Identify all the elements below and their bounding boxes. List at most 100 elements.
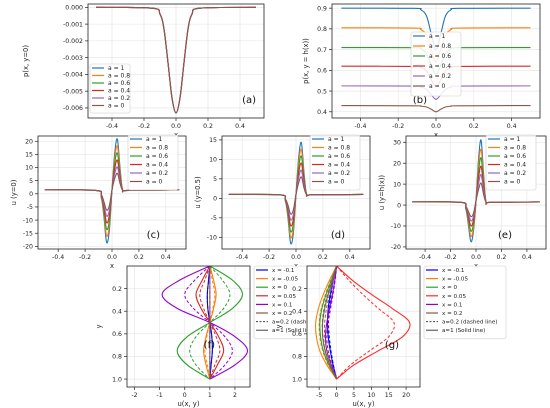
y-tick-label: 20 xyxy=(25,138,33,145)
x-tick-label: 0.0 xyxy=(431,123,441,130)
legend-label: a = 1 xyxy=(328,136,345,143)
legend-label: a = 0.6 xyxy=(146,153,168,160)
legend-label: a = 0.4 xyxy=(504,162,526,169)
x-tick-label: 20 xyxy=(402,392,410,399)
x-tick-label: 0.4 xyxy=(507,123,517,130)
y-tick-label: 0.4 xyxy=(317,109,327,116)
series-line xyxy=(228,176,364,215)
y-tick-label: -20 xyxy=(391,244,401,251)
y-tick-label: 0.6 xyxy=(292,331,302,338)
x-tick-label: 0.2 xyxy=(318,254,328,261)
series-line xyxy=(326,266,338,380)
legend-label: a = 0.2 xyxy=(328,170,350,177)
series-line xyxy=(44,172,180,211)
series-line xyxy=(321,266,338,380)
x-tick-label: 0.0 xyxy=(107,254,117,261)
x-tick-label: -0.4 xyxy=(354,123,366,130)
legend-label: a = 1 xyxy=(504,136,521,143)
legend-box xyxy=(485,134,537,191)
y-tick-label: 0.8 xyxy=(112,354,122,361)
y-tick-label: -0.005 xyxy=(63,88,83,95)
axes-frame xyxy=(126,265,251,388)
y-tick-label: 0.8 xyxy=(317,26,327,33)
legend-box xyxy=(423,265,507,340)
legend-label: x = 0.2 xyxy=(272,311,292,317)
x-tick-label: -1 xyxy=(157,392,163,399)
y-tick-label: 0.6 xyxy=(317,68,327,75)
legend-label: a = 1 xyxy=(429,33,446,40)
legend-box xyxy=(309,134,361,191)
legend-style-label: a=1 (Solid line) xyxy=(442,328,485,334)
legend-label: x = -0.05 xyxy=(272,277,298,283)
y-tick-label: 0.7 xyxy=(317,47,327,54)
series-group xyxy=(412,139,540,243)
y-tick-label: -15 xyxy=(23,230,33,237)
y-tick-label: 20 xyxy=(393,160,401,167)
legend-label: a = 0.2 xyxy=(429,73,451,80)
x-tick-label: 0.2 xyxy=(134,254,144,261)
x-tick-label: -0.2 xyxy=(263,254,275,261)
y-tick-label: 30 xyxy=(393,139,401,146)
series-line xyxy=(341,105,531,113)
y-tick-label: 0.6 xyxy=(112,331,122,338)
x-tick-label: 0.0 xyxy=(471,254,481,261)
x-axis-label: u(x, y) xyxy=(353,400,375,408)
x-tick-label: 1 xyxy=(208,392,212,399)
y-tick-label: -0.002 xyxy=(63,38,83,45)
axes-frame xyxy=(306,265,421,388)
panel-c: -0.4 -0.2 0.0 0.2 0.4 -20 -15 -10 -5 0 5 10 15 20 x u (… xyxy=(10,134,187,270)
legend-label: a = 0 xyxy=(328,179,345,186)
plot-area xyxy=(127,266,250,387)
x-tick-label: -0.2 xyxy=(138,123,150,130)
panel-label: (d) xyxy=(331,230,345,241)
series-group xyxy=(95,6,257,114)
y-tick-label: 0.4 xyxy=(112,308,122,315)
legend-label: a = 0.4 xyxy=(429,63,451,70)
series-group xyxy=(315,266,411,380)
y-tick-label: 0 xyxy=(29,191,33,198)
x-tick-label: -0.4 xyxy=(52,254,64,261)
x-tick-label: -0.2 xyxy=(392,123,404,130)
y-tick-label: 0.9 xyxy=(317,5,327,12)
x-tick-label: 0.4 xyxy=(522,254,532,261)
panel-label: (g) xyxy=(385,340,399,351)
legend-label: a = 0.6 xyxy=(504,153,526,160)
y-tick-label: 0.2 xyxy=(112,286,122,293)
legend-label: a = 0.8 xyxy=(328,145,350,152)
y-axis-label: y xyxy=(95,324,103,328)
x-tick-label: 0.2 xyxy=(497,254,507,261)
panel-label: (b) xyxy=(413,95,427,106)
x-tick-label: -0.4 xyxy=(106,123,118,130)
legend-label: x = 0 xyxy=(272,285,288,291)
y-tick-label: 0.2 xyxy=(292,286,302,293)
y-tick-label: 0.4 xyxy=(292,308,302,315)
y-tick-label: 1.0 xyxy=(112,376,122,383)
y-tick-label: -20 xyxy=(23,244,33,251)
y-tick-label: 10 xyxy=(209,157,217,164)
legend-label: x = 0.05 xyxy=(272,294,296,300)
legend-label: a = 1 xyxy=(146,136,163,143)
series-group xyxy=(228,141,364,245)
legend-style-label: a=0.2 (dashed line) xyxy=(272,320,327,326)
y-tick-label: -10 xyxy=(207,235,217,242)
series-line xyxy=(95,6,257,114)
legend-label: a = 0.6 xyxy=(328,153,350,160)
x-axis-label: u(x, y) xyxy=(178,400,200,408)
plot-area xyxy=(307,266,420,387)
legend-label: a = 0.8 xyxy=(429,43,451,50)
series-line-dashed xyxy=(323,266,338,380)
series-line xyxy=(336,266,411,380)
legend-label: x = -0.05 xyxy=(442,277,468,283)
series-line-dashed xyxy=(336,266,395,380)
legend-label: a = 0.8 xyxy=(146,145,168,152)
x-tick-label: -0.4 xyxy=(236,254,248,261)
y-tick-label: 0 xyxy=(397,202,401,209)
legend-label: x = 0.05 xyxy=(442,294,466,300)
x-tick-label: 0.2 xyxy=(469,123,479,130)
legend-label: a = 0.2 xyxy=(146,170,168,177)
series-line xyxy=(315,266,338,380)
y-axis-label: y xyxy=(275,324,283,328)
legend-label: x = 0.1 xyxy=(272,302,293,308)
y-tick-label: -5 xyxy=(27,204,33,211)
series-line xyxy=(412,182,540,218)
